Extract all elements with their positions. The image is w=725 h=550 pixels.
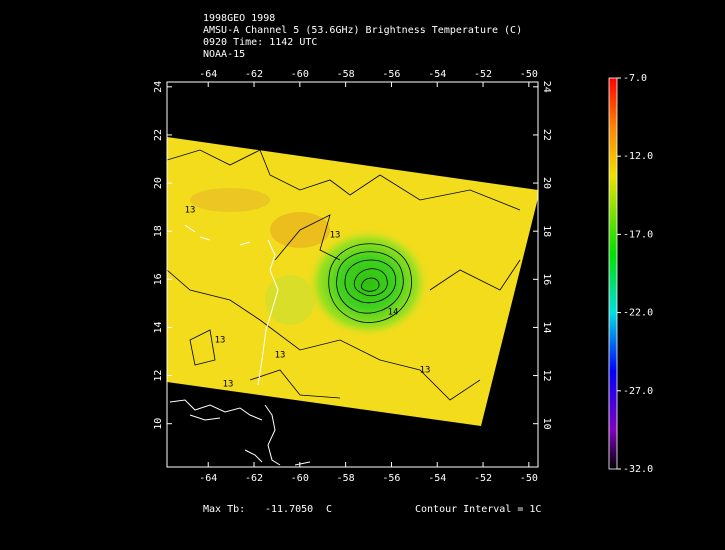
x-tick-label: -56 — [382, 473, 400, 484]
x-tick-label: -58 — [337, 473, 355, 484]
colorbar — [608, 77, 618, 470]
y-tick-label: 14 — [541, 321, 552, 333]
header-line: 0920 Time: 1142 UTC — [203, 37, 317, 48]
warm-patch — [190, 188, 270, 212]
max-tb-label: Max Tb: — [203, 504, 245, 515]
x-tick-label: -54 — [428, 69, 446, 80]
colorbar-label: -7.0 — [623, 73, 647, 84]
x-tick-label: -60 — [291, 473, 309, 484]
y-tick-label: 16 — [153, 273, 164, 285]
map-frame — [166, 81, 539, 468]
contour-label: 13 — [420, 366, 431, 376]
y-tick-label: 14 — [153, 321, 164, 333]
x-tick-label: -56 — [382, 69, 400, 80]
y-tick-label: 18 — [153, 225, 164, 237]
x-tick-label: -52 — [474, 473, 492, 484]
y-tick-label: 20 — [153, 177, 164, 189]
header-line: 1998GEO 1998 — [203, 13, 275, 24]
colorbar-label: -32.0 — [623, 464, 653, 475]
y-tick-label: 12 — [541, 370, 552, 382]
contour-label: 13 — [223, 380, 234, 390]
x-tick-label: -54 — [428, 473, 446, 484]
y-tick-label: 24 — [153, 81, 164, 93]
header-line: NOAA-15 — [203, 49, 245, 60]
x-tick-label: -52 — [474, 69, 492, 80]
x-tick-label: -60 — [291, 69, 309, 80]
contour-label: 13 — [215, 336, 226, 346]
colorbar-label: -17.0 — [623, 229, 653, 240]
y-tick-label: 12 — [153, 370, 164, 382]
colorbar-label: -22.0 — [623, 308, 653, 319]
x-tick-label: -62 — [245, 473, 263, 484]
x-tick-label: -50 — [520, 473, 538, 484]
y-tick-label: 24 — [541, 81, 552, 93]
y-tick-label: 18 — [541, 225, 552, 237]
y-tick-label: 22 — [153, 129, 164, 141]
y-tick-label: 22 — [541, 129, 552, 141]
y-tick-label: 20 — [541, 177, 552, 189]
contours — [167, 149, 521, 401]
x-tick-label: -58 — [337, 69, 355, 80]
y-tick-label: 10 — [541, 418, 552, 430]
coastlines — [169, 224, 311, 466]
contour-label: 13 — [330, 231, 341, 241]
colorbar-label: -12.0 — [623, 151, 653, 162]
y-tick-label: 10 — [153, 418, 164, 430]
contour-label: 13 — [185, 206, 196, 216]
max-tb-unit: C — [326, 504, 332, 515]
x-tick-label: -64 — [199, 473, 217, 484]
x-tick-label: -50 — [520, 69, 538, 80]
max-tb-value: -11.7050 — [265, 504, 313, 515]
colorbar-label: -27.0 — [623, 386, 653, 397]
data-field — [167, 137, 538, 466]
contour-interval: Contour Interval = 1C — [415, 504, 541, 515]
contour-label: 14 — [388, 308, 399, 318]
y-tick-label: 16 — [541, 273, 552, 285]
header-line: AMSU-A Channel 5 (53.6GHz) Brightness Te… — [203, 25, 522, 36]
contour-label: 13 — [275, 351, 286, 361]
x-tick-label: -64 — [199, 69, 217, 80]
x-tick-label: -62 — [245, 69, 263, 80]
